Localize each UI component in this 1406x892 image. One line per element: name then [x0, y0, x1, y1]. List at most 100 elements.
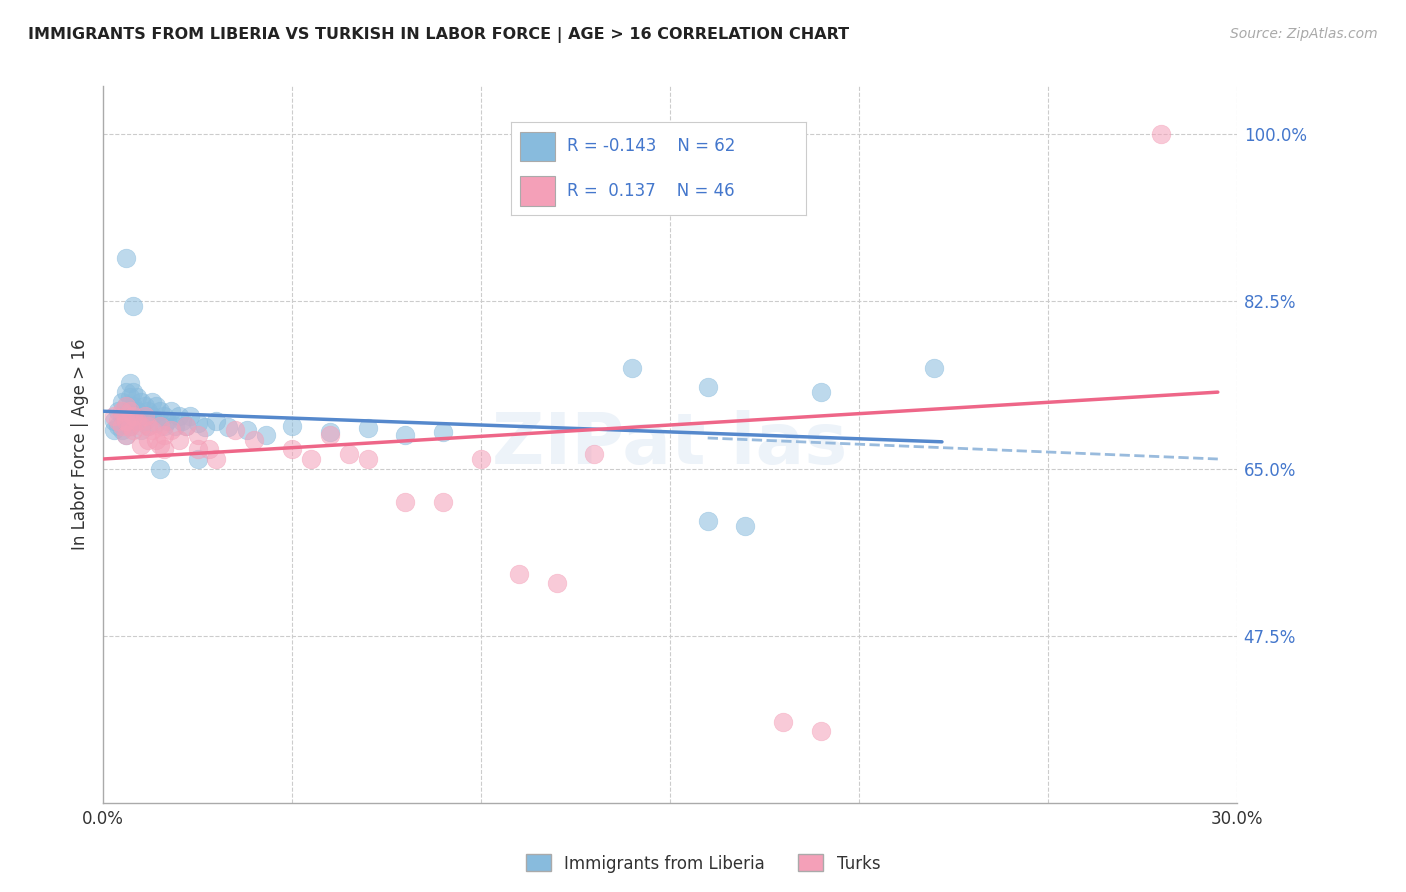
Point	[696, 514, 718, 528]
Point	[583, 447, 606, 461]
Point	[138, 433, 160, 447]
Point	[810, 385, 832, 400]
Point	[198, 442, 221, 457]
Point	[145, 433, 167, 447]
Point	[167, 409, 190, 423]
Point	[118, 390, 141, 404]
Point	[432, 425, 454, 440]
Point	[145, 400, 167, 414]
Point	[114, 400, 136, 414]
Point	[114, 414, 136, 428]
Legend: Immigrants from Liberia, Turks: Immigrants from Liberia, Turks	[519, 847, 887, 880]
Point	[103, 423, 125, 437]
Point	[924, 361, 946, 376]
Point	[129, 409, 152, 423]
Point	[152, 418, 174, 433]
Point	[107, 418, 129, 433]
Point	[103, 414, 125, 428]
Point	[129, 423, 152, 437]
Point	[111, 404, 134, 418]
Point	[156, 414, 179, 428]
Text: IMMIGRANTS FROM LIBERIA VS TURKISH IN LABOR FORCE | AGE > 16 CORRELATION CHART: IMMIGRANTS FROM LIBERIA VS TURKISH IN LA…	[28, 27, 849, 43]
Point	[114, 428, 136, 442]
Point	[187, 428, 209, 442]
Point	[122, 414, 145, 428]
Point	[107, 414, 129, 428]
Point	[138, 418, 160, 433]
Point	[205, 414, 228, 428]
Point	[187, 452, 209, 467]
Point	[174, 418, 197, 433]
Point	[127, 404, 149, 418]
Point	[118, 418, 141, 433]
Point	[149, 438, 172, 452]
Point	[114, 414, 136, 428]
Point	[224, 423, 246, 437]
Point	[134, 414, 156, 428]
Point	[129, 418, 152, 433]
Point	[111, 418, 134, 433]
Point	[394, 428, 416, 442]
Text: ZIPat las: ZIPat las	[492, 410, 848, 479]
Point	[118, 418, 141, 433]
Text: Source: ZipAtlas.com: Source: ZipAtlas.com	[1230, 27, 1378, 41]
Point	[152, 428, 174, 442]
Point	[194, 420, 217, 434]
Point	[163, 418, 186, 433]
Point	[470, 452, 492, 467]
Point	[254, 428, 277, 442]
Point	[114, 385, 136, 400]
Point	[235, 423, 257, 437]
Point	[167, 433, 190, 447]
Point	[114, 252, 136, 266]
Point	[356, 452, 378, 467]
Point	[134, 409, 156, 423]
Point	[696, 380, 718, 394]
Point	[546, 576, 568, 591]
Point	[111, 423, 134, 437]
Point	[114, 400, 136, 414]
Point	[160, 404, 183, 418]
Point	[172, 414, 194, 428]
Point	[152, 442, 174, 457]
Point	[187, 416, 209, 430]
Point	[118, 376, 141, 390]
Point	[118, 404, 141, 418]
Point	[127, 414, 149, 428]
Point	[129, 394, 152, 409]
Point	[243, 433, 266, 447]
Point	[138, 418, 160, 433]
Point	[138, 404, 160, 418]
Point	[107, 404, 129, 418]
Point	[152, 409, 174, 423]
Point	[217, 420, 239, 434]
Point	[174, 418, 197, 433]
Point	[179, 409, 201, 423]
Point	[810, 724, 832, 739]
Point	[281, 418, 304, 433]
Point	[149, 461, 172, 475]
Point	[127, 390, 149, 404]
Point	[149, 404, 172, 418]
Point	[734, 519, 756, 533]
Point	[141, 409, 163, 423]
Point	[621, 361, 644, 376]
Point	[187, 442, 209, 457]
Y-axis label: In Labor Force | Age > 16: In Labor Force | Age > 16	[72, 339, 89, 550]
Point	[145, 416, 167, 430]
Point	[432, 495, 454, 509]
Point	[141, 394, 163, 409]
Point	[111, 394, 134, 409]
Point	[118, 404, 141, 418]
Point	[122, 400, 145, 414]
Point	[772, 714, 794, 729]
Point	[1150, 127, 1173, 141]
Point	[134, 400, 156, 414]
Point	[205, 452, 228, 467]
Point	[114, 428, 136, 442]
Point	[319, 425, 342, 440]
Point	[337, 447, 360, 461]
Point	[356, 421, 378, 435]
Point	[111, 409, 134, 423]
Point	[141, 423, 163, 437]
